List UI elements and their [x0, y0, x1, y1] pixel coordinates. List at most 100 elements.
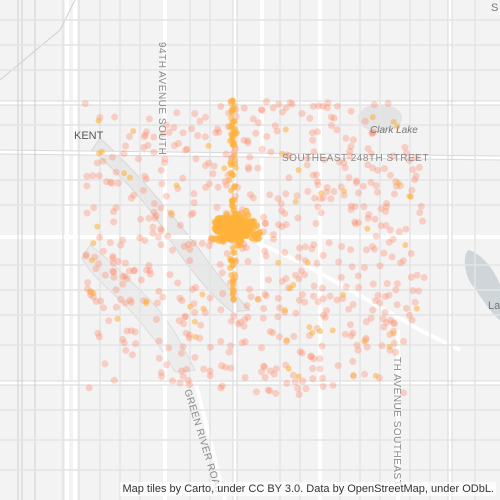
density-point: [101, 360, 109, 368]
density-point: [82, 251, 90, 259]
density-point: [316, 195, 324, 203]
density-point: [324, 99, 332, 107]
density-point: [95, 117, 102, 124]
density-point: [317, 209, 325, 217]
density-point: [151, 214, 159, 222]
density-point: [388, 253, 396, 261]
density-point: [220, 222, 227, 229]
density-point: [208, 235, 216, 243]
density-point: [362, 318, 370, 326]
label-avenue-southeast: TH AVENUE SOUTHEAST: [391, 357, 402, 487]
density-point: [174, 140, 182, 147]
density-point: [227, 265, 233, 271]
density-point: [363, 343, 371, 351]
density-point: [140, 144, 148, 151]
density-point: [371, 245, 378, 253]
density-point: [141, 237, 149, 244]
density-point: [114, 257, 122, 265]
density-point: [173, 109, 181, 117]
density-point: [81, 100, 89, 108]
density-point: [346, 152, 354, 160]
density-point: [143, 300, 150, 307]
density-point: [374, 292, 382, 299]
density-point: [258, 106, 266, 114]
density-point: [112, 168, 120, 176]
density-point: [349, 329, 357, 337]
density-point: [309, 102, 317, 110]
density-point: [295, 167, 302, 173]
density-points: [81, 97, 428, 398]
density-point: [244, 137, 252, 145]
density-point: [127, 327, 135, 335]
density-point: [262, 252, 270, 260]
density-point: [323, 307, 330, 315]
density-point: [112, 286, 120, 294]
density-point: [173, 182, 180, 189]
density-point: [390, 339, 398, 347]
density-point: [393, 301, 401, 309]
density-point: [380, 323, 388, 331]
density-point: [313, 171, 320, 179]
density-point: [310, 241, 318, 249]
density-point: [279, 108, 286, 116]
density-point: [413, 305, 420, 312]
density-point: [407, 273, 415, 281]
density-point: [164, 232, 172, 240]
density-point: [157, 225, 165, 233]
density-point: [141, 131, 149, 139]
density-point: [192, 333, 199, 340]
density-point: [283, 337, 290, 344]
density-point: [310, 292, 317, 300]
density-point: [92, 297, 100, 305]
density-point: [314, 203, 322, 211]
density-point: [230, 106, 237, 113]
density-point: [348, 263, 356, 271]
density-point: [341, 330, 349, 338]
density-point: [218, 382, 226, 390]
density-point: [182, 329, 190, 337]
density-point: [244, 139, 252, 147]
density-point: [340, 159, 348, 167]
density-point: [303, 154, 311, 162]
density-point: [90, 240, 97, 247]
density-point: [275, 221, 283, 229]
density-point: [99, 148, 105, 155]
density-point: [402, 242, 409, 249]
density-point: [319, 374, 326, 382]
density-point: [181, 312, 189, 320]
density-point: [190, 190, 198, 198]
density-point: [176, 379, 184, 387]
density-point: [180, 320, 187, 328]
density-point: [408, 316, 416, 324]
density-point: [309, 136, 317, 144]
density-point: [272, 365, 280, 373]
density-point: [110, 268, 118, 276]
density-point: [119, 273, 127, 281]
density-point: [364, 214, 372, 222]
density-point: [265, 276, 272, 284]
density-point: [278, 277, 286, 285]
density-point: [180, 242, 188, 250]
density-point: [146, 270, 154, 278]
density-point: [419, 217, 427, 225]
density-point: [370, 128, 377, 136]
density-point: [351, 218, 359, 226]
density-point: [261, 219, 269, 227]
density-point: [361, 370, 369, 378]
density-point: [231, 249, 238, 256]
density-point: [103, 178, 111, 186]
density-point: [188, 125, 196, 133]
density-point: [190, 199, 198, 207]
density-point: [219, 290, 227, 298]
density-point: [411, 176, 419, 184]
density-point: [216, 261, 224, 268]
density-point: [363, 246, 370, 254]
density-point: [165, 128, 173, 136]
density-point: [117, 241, 125, 249]
density-point: [261, 373, 269, 381]
density-point: [347, 143, 355, 150]
density-point: [309, 129, 316, 137]
density-point: [269, 329, 277, 337]
density-point: [347, 321, 354, 329]
